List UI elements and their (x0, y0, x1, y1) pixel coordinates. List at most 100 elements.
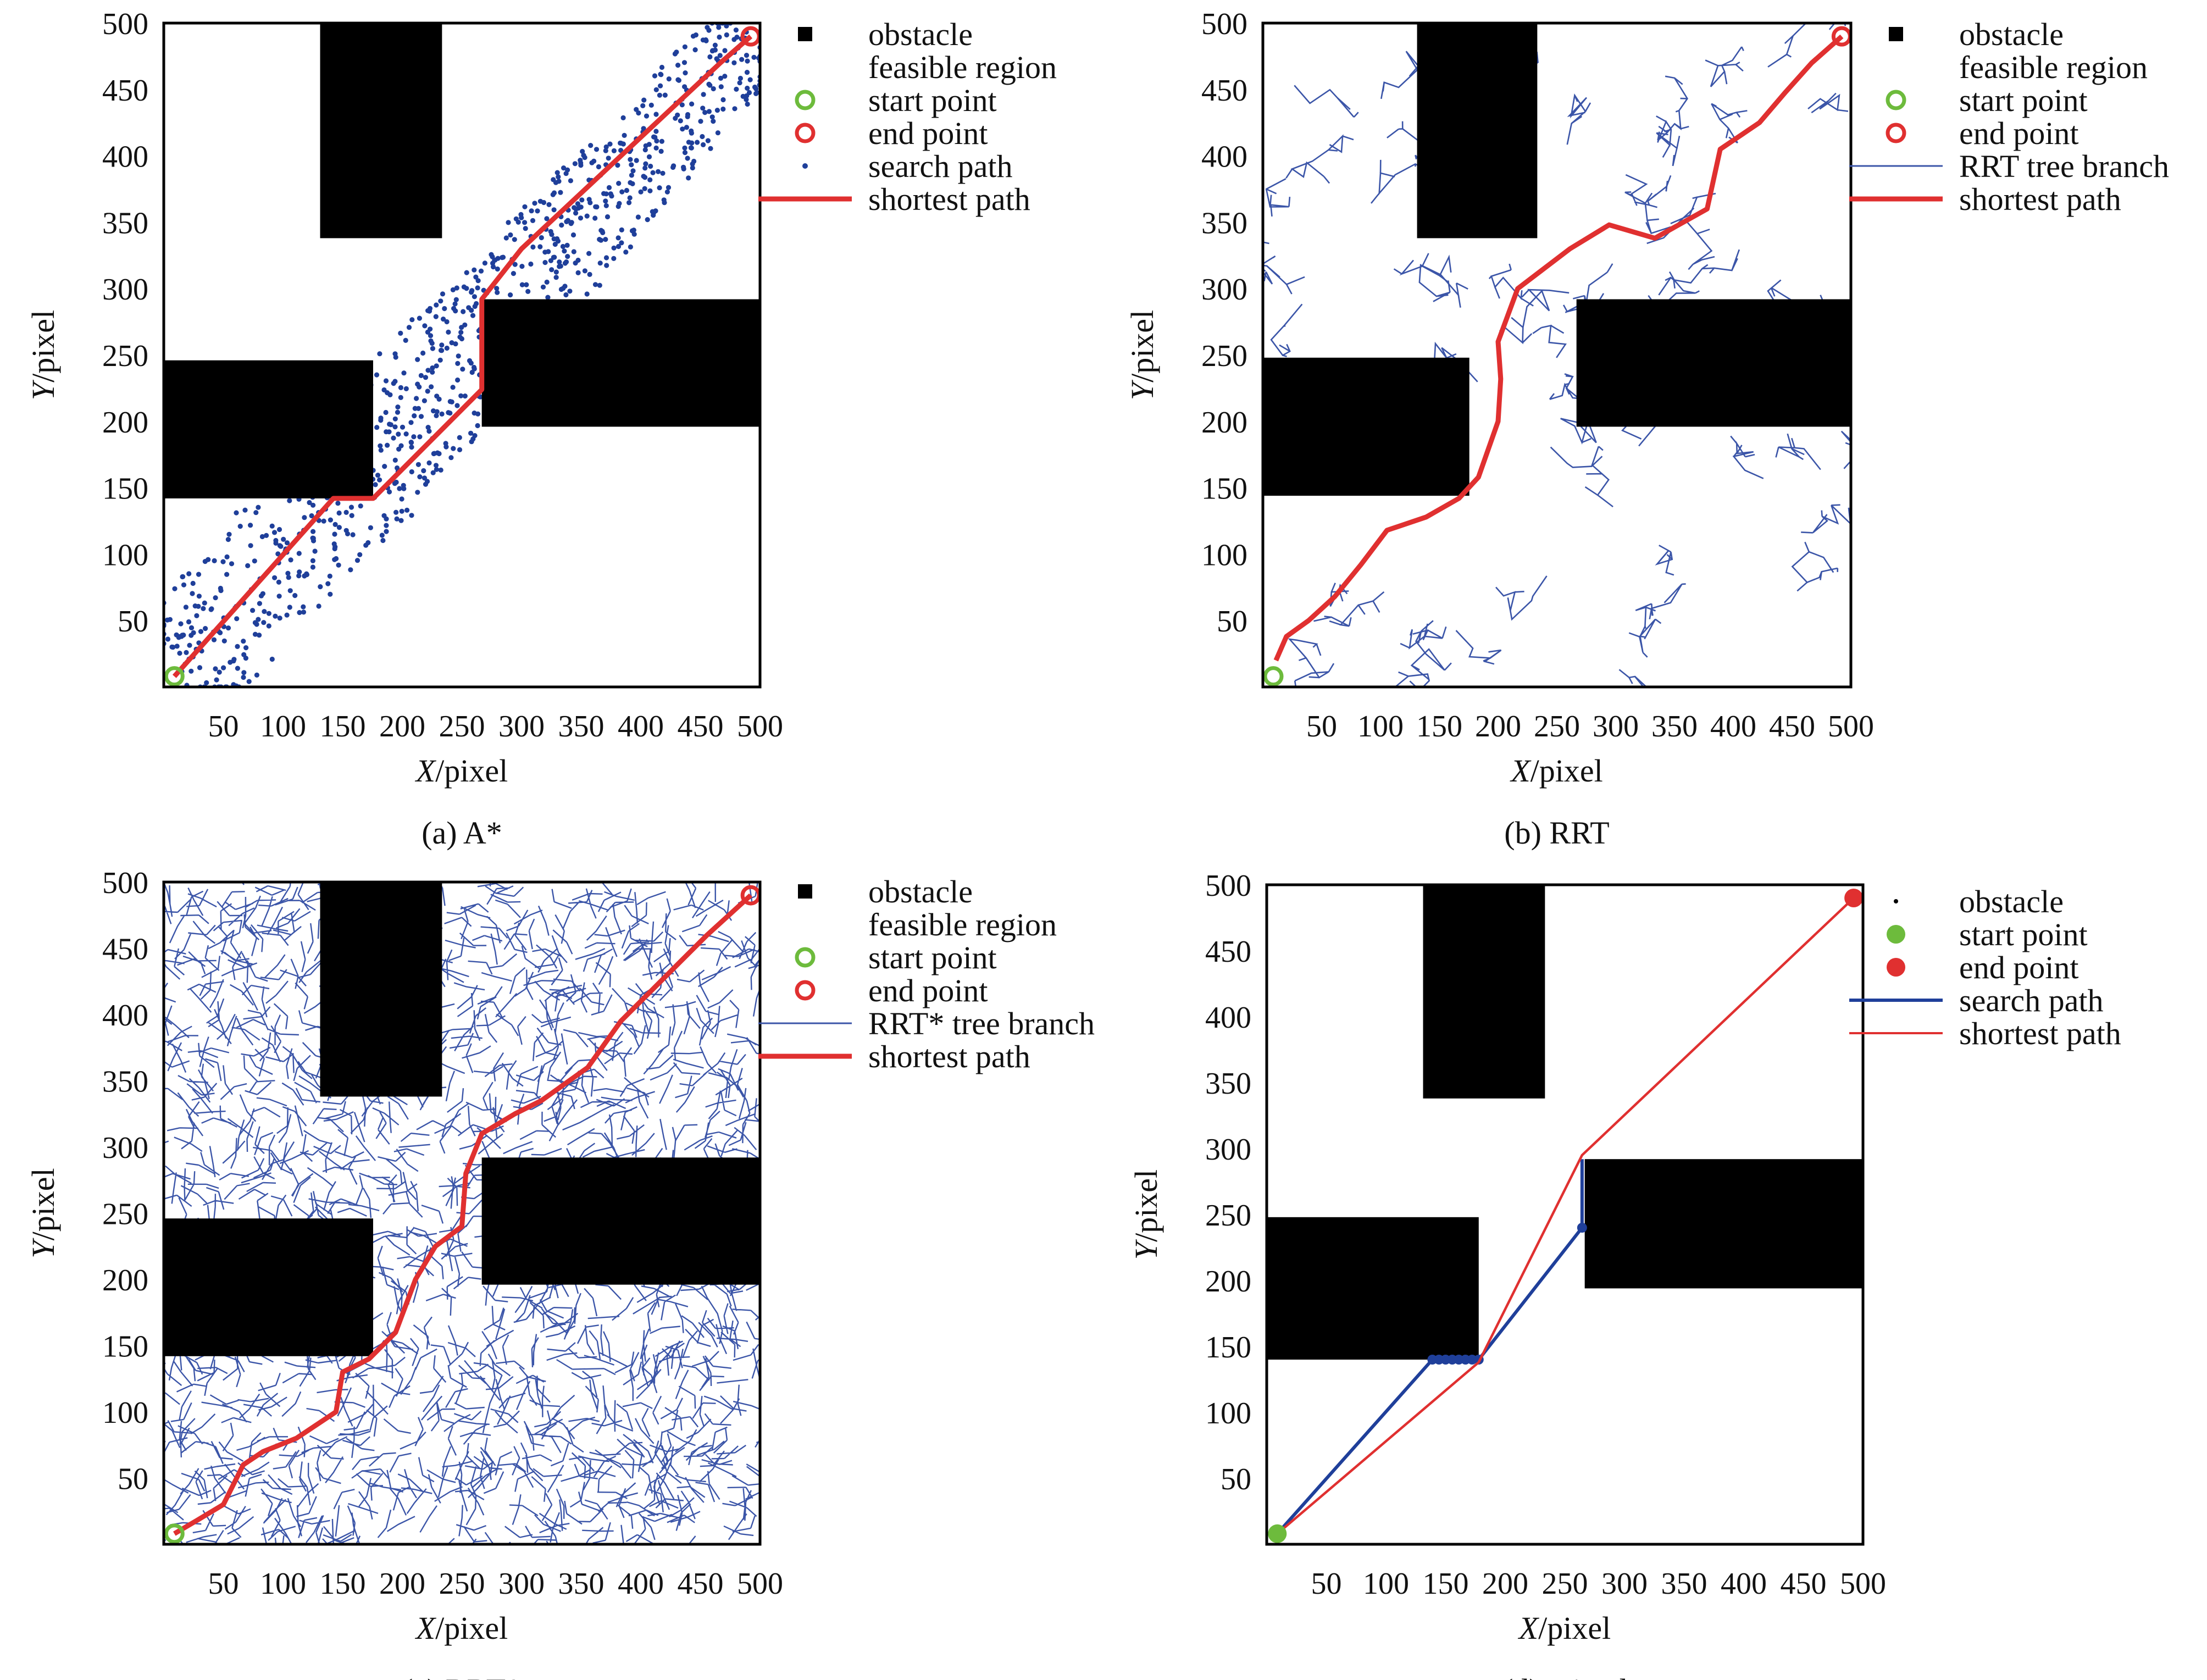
search-point (400, 424, 406, 430)
search-point (379, 533, 385, 538)
search-point (666, 76, 672, 82)
search-point (277, 543, 282, 548)
search-point (653, 145, 659, 151)
search-point (558, 286, 564, 292)
search-point (714, 108, 720, 113)
search-point (628, 157, 633, 162)
y-tick-label: 500 (1201, 7, 1247, 41)
tree-branch (1255, 414, 1262, 417)
search-point (582, 268, 587, 274)
search-point (626, 200, 632, 206)
legend-label: search path (868, 148, 1012, 184)
search-point (229, 561, 235, 567)
y-tick-label: 450 (102, 74, 148, 108)
legend-label: obstacle (1959, 16, 2064, 52)
search-point (457, 435, 462, 440)
search-point (744, 93, 750, 98)
search-point (425, 389, 430, 394)
search-point (343, 509, 349, 515)
y-tick-label: 300 (102, 1131, 148, 1165)
tree-branch (1353, 112, 1359, 118)
tree-branch (1328, 663, 1335, 673)
search-point (515, 219, 521, 225)
search-point (745, 85, 750, 91)
search-point (688, 145, 694, 151)
search-point (580, 148, 585, 154)
search-point (441, 317, 446, 322)
panel-caption: (d) mixed (1502, 1672, 1627, 1680)
search-point (615, 163, 620, 168)
search-point (456, 353, 461, 359)
search-point (368, 525, 374, 530)
search-point (700, 106, 706, 111)
x-tick-label: 300 (498, 1567, 545, 1601)
search-point (284, 612, 290, 618)
tree-branch (1455, 630, 1502, 665)
x-tick-label: 450 (678, 1567, 724, 1601)
search-point (335, 501, 341, 506)
search-point (420, 350, 426, 356)
tree-branch (1541, 23, 1544, 25)
search-point (606, 156, 611, 161)
y-tick-label: 250 (102, 339, 148, 373)
search-point (587, 200, 593, 206)
search-point (415, 357, 420, 362)
search-point (604, 263, 609, 268)
y-tick-label: 500 (1205, 869, 1251, 903)
search-point (537, 198, 544, 204)
search-point (446, 329, 451, 335)
y-tick-label: 250 (1201, 339, 1247, 373)
search-point (641, 174, 646, 179)
search-point (701, 92, 706, 97)
y-tick-label: 150 (1205, 1330, 1251, 1365)
tree-branch (1767, 23, 1836, 68)
search-point (241, 639, 246, 644)
search-point (218, 630, 223, 635)
tree-branch (1646, 192, 1716, 245)
x-tick-label: 200 (379, 709, 425, 744)
search-point (378, 443, 383, 448)
search-point (460, 367, 465, 372)
search-point (214, 677, 219, 683)
x-tick-label: 50 (1306, 709, 1337, 744)
y-axis-label: Y/pixel (1128, 1169, 1164, 1260)
search-point (276, 594, 282, 599)
search-point (461, 309, 466, 314)
tree-branch (1330, 583, 1336, 592)
tree-branch (1770, 287, 1776, 297)
search-point (425, 329, 431, 335)
tree-branch (1288, 638, 1329, 681)
search-point (617, 201, 622, 206)
legend-label: start point (1959, 917, 2088, 952)
search-point (643, 143, 648, 148)
tree-branch (1401, 4, 1413, 6)
search-point (472, 267, 477, 273)
search-point (642, 165, 648, 171)
search-point (188, 668, 194, 674)
search-point (587, 271, 592, 277)
search-point (433, 463, 439, 468)
tree-branch (1246, 263, 1252, 265)
x-tick-label: 300 (1601, 1567, 1648, 1601)
search-point (646, 154, 652, 159)
search-point (257, 633, 262, 638)
search-point (458, 330, 464, 335)
tree-branch (1656, 115, 1667, 123)
search-point (594, 147, 600, 152)
search-point (561, 165, 567, 171)
search-point (592, 215, 598, 221)
y-axis-var: Y (1128, 1239, 1164, 1260)
search-point (623, 249, 629, 255)
search-point (640, 103, 646, 108)
x-axis-var: X (1510, 753, 1532, 789)
tree-branch (1541, 324, 1567, 358)
y-tick-label: 400 (102, 140, 148, 174)
search-point (378, 447, 384, 453)
search-point (525, 289, 531, 295)
legend-label: end point (868, 973, 988, 1008)
search-point (530, 244, 536, 250)
search-point (578, 158, 583, 163)
panel-b: 50 100 150 200 250 300 350 400 450 500 50 100 150 200… (1124, 4, 2169, 851)
tree-branch (1801, 531, 1813, 534)
tree-branch (1804, 541, 1810, 552)
